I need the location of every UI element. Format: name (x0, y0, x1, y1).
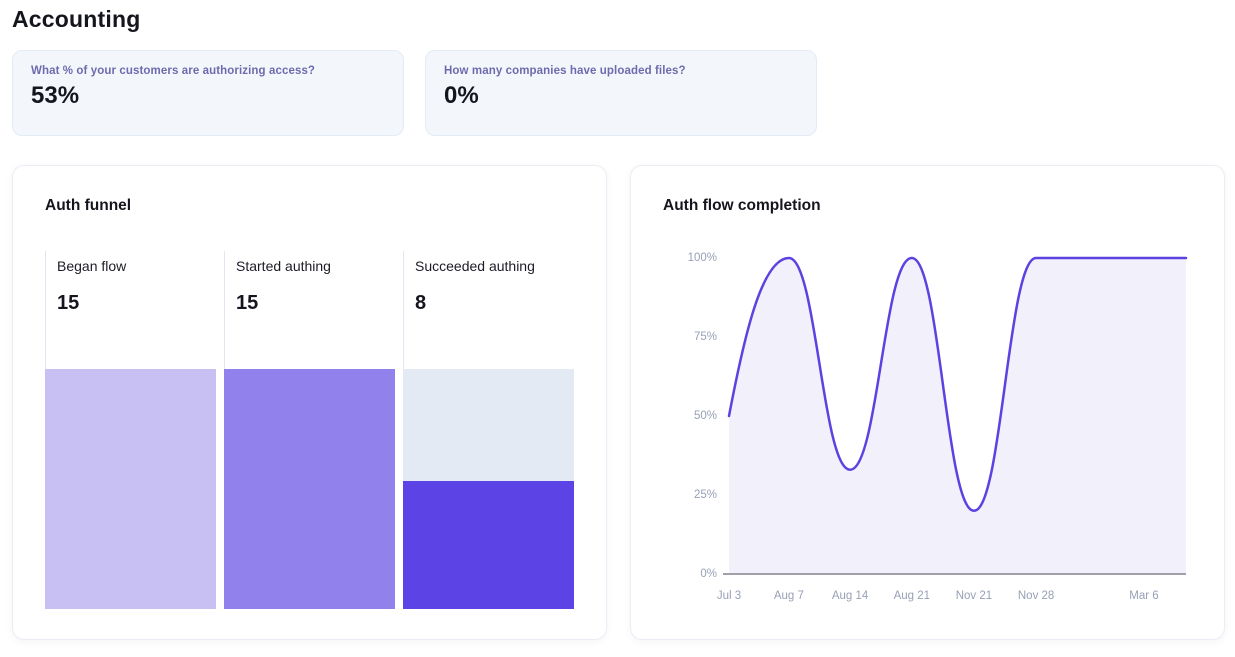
x-axis-tick-label: Nov 28 (1017, 590, 1055, 602)
funnel-step-value: 8 (415, 292, 427, 314)
stat-question: How many companies have uploaded files? (444, 65, 686, 77)
funnel-step-label: Began flow (57, 258, 127, 274)
page-title: Accounting (12, 6, 141, 32)
y-axis-tick-label: 25% (693, 489, 717, 501)
funnel-bar-fill-segment (224, 369, 395, 609)
stat-question: What % of your customers are authorizing… (31, 65, 316, 77)
stats-row: What % of your customers are authorizing… (12, 50, 1235, 136)
funnel-step-label: Started authing (236, 258, 331, 274)
funnel-bar-fill-segment (403, 481, 574, 609)
completion-area (729, 258, 1186, 574)
funnel-step-began-flow: Began flow 15 (45, 251, 216, 609)
y-axis-tick-label: 75% (693, 331, 717, 343)
y-axis-tick-label: 50% (693, 410, 717, 422)
x-axis-tick-label: Mar 6 (1129, 590, 1159, 602)
funnel-bar (224, 369, 395, 609)
x-axis-tick-label: Aug 21 (893, 590, 931, 602)
funnel-bar-empty-segment (403, 369, 574, 481)
x-axis-tick-label: Aug 14 (831, 590, 869, 602)
stat-card-authorizing-access: What % of your customers are authorizing… (12, 50, 404, 136)
accounting-page: Accounting What % of your customers are … (12, 6, 1235, 640)
completion-plot (723, 256, 1188, 575)
x-axis-tick-label: Jul 3 (716, 590, 742, 602)
auth-flow-completion-chart: 100% 75% 50% 25% 0% Jul 3 Aug 7 Aug 14 A… (688, 252, 1188, 602)
auth-funnel-card: Auth funnel Began flow 15 Started authin… (12, 165, 607, 640)
stat-value: 0% (444, 82, 479, 109)
stat-card-uploaded-files: How many companies have uploaded files? … (425, 50, 817, 136)
auth-flow-completion-card: Auth flow completion 100% 75% 50% 25% 0%… (630, 165, 1225, 640)
funnel-step-value: 15 (57, 292, 80, 314)
charts-row: Auth funnel Began flow 15 Started authin… (12, 165, 1235, 640)
auth-funnel-title: Auth funnel (45, 197, 132, 214)
funnel-step-label: Succeeded authing (415, 258, 535, 274)
auth-flow-completion-title: Auth flow completion (663, 197, 821, 214)
y-axis-tick-label: 0% (700, 568, 717, 580)
funnel-step-started-authing: Started authing 15 (224, 251, 395, 609)
stat-value: 53% (31, 82, 80, 109)
y-axis-tick-label: 100% (687, 252, 717, 264)
funnel-bar (403, 369, 574, 609)
x-axis-tick-label: Aug 7 (773, 590, 804, 602)
x-axis-tick-label: Nov 21 (955, 590, 993, 602)
funnel-step-succeeded-authing: Succeeded authing 8 (403, 251, 574, 609)
completion-line (727, 256, 1188, 513)
funnel-step-value: 15 (236, 292, 259, 314)
funnel-bar-fill-segment (45, 369, 216, 609)
funnel-bar (45, 369, 216, 609)
auth-funnel-chart: Began flow 15 Started authing 15 (45, 251, 574, 609)
